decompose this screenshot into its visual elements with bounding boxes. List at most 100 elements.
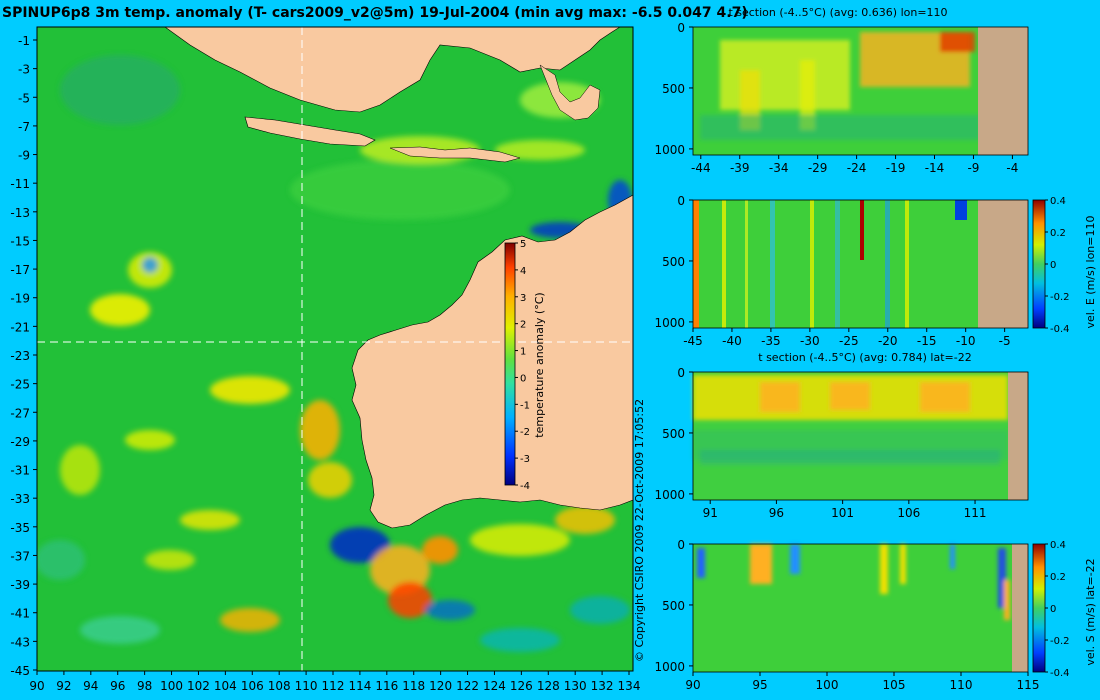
lat-tick-label: -27 [10,406,30,420]
colorbar-tick-label: 1 [520,347,526,358]
lon-tick-label: 106 [241,679,264,693]
lon-tick-label: 116 [375,679,398,693]
colorbar-tick-label: -0.4 [1050,668,1070,679]
land-australia [351,194,633,529]
panel-title: t section (-4..5°C) (avg: 0.636) lon=110 [728,6,947,19]
depth-tick-label: 0 [677,194,685,208]
lon-tick-label: 108 [268,679,291,693]
colorbar-tick-label: 4 [520,266,526,277]
lat-tick-label: -9 [18,149,30,163]
lat-tick-label: -35 [10,521,30,535]
colorbar-tick-label: 0 [1050,260,1056,271]
colorbar-tick-label: -2 [520,427,530,438]
lon-tick-label: 102 [187,679,210,693]
vel-s-colorbar [1032,543,1046,673]
x-tick-label: 96 [769,506,784,520]
lon-tick-label: 90 [29,679,44,693]
lat-tick-label: -1 [18,34,30,48]
lon-tick-label: 94 [83,679,98,693]
depth-tick-label: 500 [662,599,685,613]
lat-tick-label: -23 [10,349,30,363]
x-tick-label: -35 [761,334,781,348]
x-tick-label: -20 [878,334,898,348]
depth-tick-label: 0 [677,366,685,380]
depth-tick-label: 1000 [654,660,685,674]
x-tick-label: 111 [964,506,987,520]
seafloor [1012,544,1028,672]
x-tick-label: -15 [917,334,937,348]
x-tick-label: -24 [847,161,867,175]
x-tick-label: 100 [816,678,839,692]
lat-tick-label: -7 [18,120,30,134]
x-tick-label: -45 [683,334,703,348]
land-java [244,116,376,147]
panel-t-section-lat-22: t section (-4..5°C) (avg: 0.784) lat=-22… [654,351,1029,520]
x-tick-label: -10 [956,334,976,348]
depth-tick-label: 500 [662,82,685,96]
x-tick-label: -25 [839,334,859,348]
x-tick-label: 105 [883,678,906,692]
lat-tick-label: -41 [10,607,30,621]
x-tick-label: -34 [769,161,789,175]
colorbar-tick-label: 0.4 [1050,540,1066,551]
vel-e-colorbar [1032,199,1046,329]
x-tick-label: -40 [722,334,742,348]
map-plot-area [37,27,633,671]
lon-tick-label: 96 [110,679,125,693]
lon-tick-label: 126 [510,679,533,693]
x-tick-label: 90 [685,678,700,692]
lat-tick-label: -3 [18,63,30,77]
panel-vel-e-lon110: vel. E (m/s) lon=110 0 500 1000 -45 -40 -35 -3… [654,194,1097,348]
colorbar-tick-label: 0.2 [1050,228,1066,239]
x-tick-label: -4 [1006,161,1018,175]
colorbar-tick-label: -0.2 [1050,292,1070,303]
x-tick-label: -44 [691,161,711,175]
depth-tick-label: 0 [677,21,685,35]
lon-tick-label: 128 [537,679,560,693]
land-sumatra-borneo [164,27,621,113]
depth-tick-label: 1000 [654,316,685,330]
seafloor [978,200,1028,328]
colorbar-tick-label: -0.4 [1050,324,1070,335]
lat-tick-label: -45 [10,664,30,678]
depth-tick-label: 0 [677,538,685,552]
x-tick-label: 101 [831,506,854,520]
lon-tick-label: 130 [564,679,587,693]
lat-tick-label: -33 [10,492,30,506]
colorbar-tick-label: 0 [1050,604,1056,615]
map-lat-ticks: -1 -3 -5 -7 -9 -11 -13 -15 -17 -19 -21 -23 -25 -27 -29… [10,34,37,678]
colorbar-tick-label: 0 [520,373,526,384]
lat-tick-label: -13 [10,206,30,220]
map-title: SPINUP6p8 3m temp. anomaly (T- cars2009_… [2,5,748,21]
x-tick-label: -14 [925,161,945,175]
lat-tick-label: -43 [10,635,30,649]
lat-tick-label: -15 [10,234,30,248]
lat-tick-label: -29 [10,435,30,449]
x-tick-label: -30 [800,334,820,348]
lon-tick-label: 104 [214,679,237,693]
vel-e-colorbar-label: vel. E (m/s) lon=110 [1084,216,1097,329]
colorbar-tick-label: 0.2 [1050,572,1066,583]
lat-tick-label: -31 [10,464,30,478]
panel-title: t section (-4..5°C) (avg: 0.784) lat=-22 [758,351,971,364]
x-tick-label: 115 [1017,678,1040,692]
x-tick-label: 106 [897,506,920,520]
lat-tick-label: -17 [10,263,30,277]
lon-tick-label: 134 [618,679,641,693]
temperature-colorbar-label: temperature anomaly (°C) [533,292,546,437]
lon-tick-label: 112 [322,679,345,693]
x-tick-label: -19 [886,161,906,175]
colorbar-tick-label: 5 [520,239,526,250]
lat-tick-label: -19 [10,292,30,306]
x-tick-label: -5 [999,334,1011,348]
land-sulawesi [539,64,601,121]
x-tick-label: 110 [950,678,973,692]
map-lon-ticks: 90 92 94 96 98 100 102 104 106 108 110 112 114 116 118… [29,671,640,693]
temperature-colorbar-ticks: 5 4 3 2 1 0 -1 -2 -3 -4 [515,239,530,492]
panel-field [693,544,1028,672]
seafloor [978,27,1028,155]
colorbar-tick-label: -3 [520,454,530,465]
panel-t-section-lon110: t section (-4..5°C) (avg: 0.636) lon=110… [654,6,1029,175]
